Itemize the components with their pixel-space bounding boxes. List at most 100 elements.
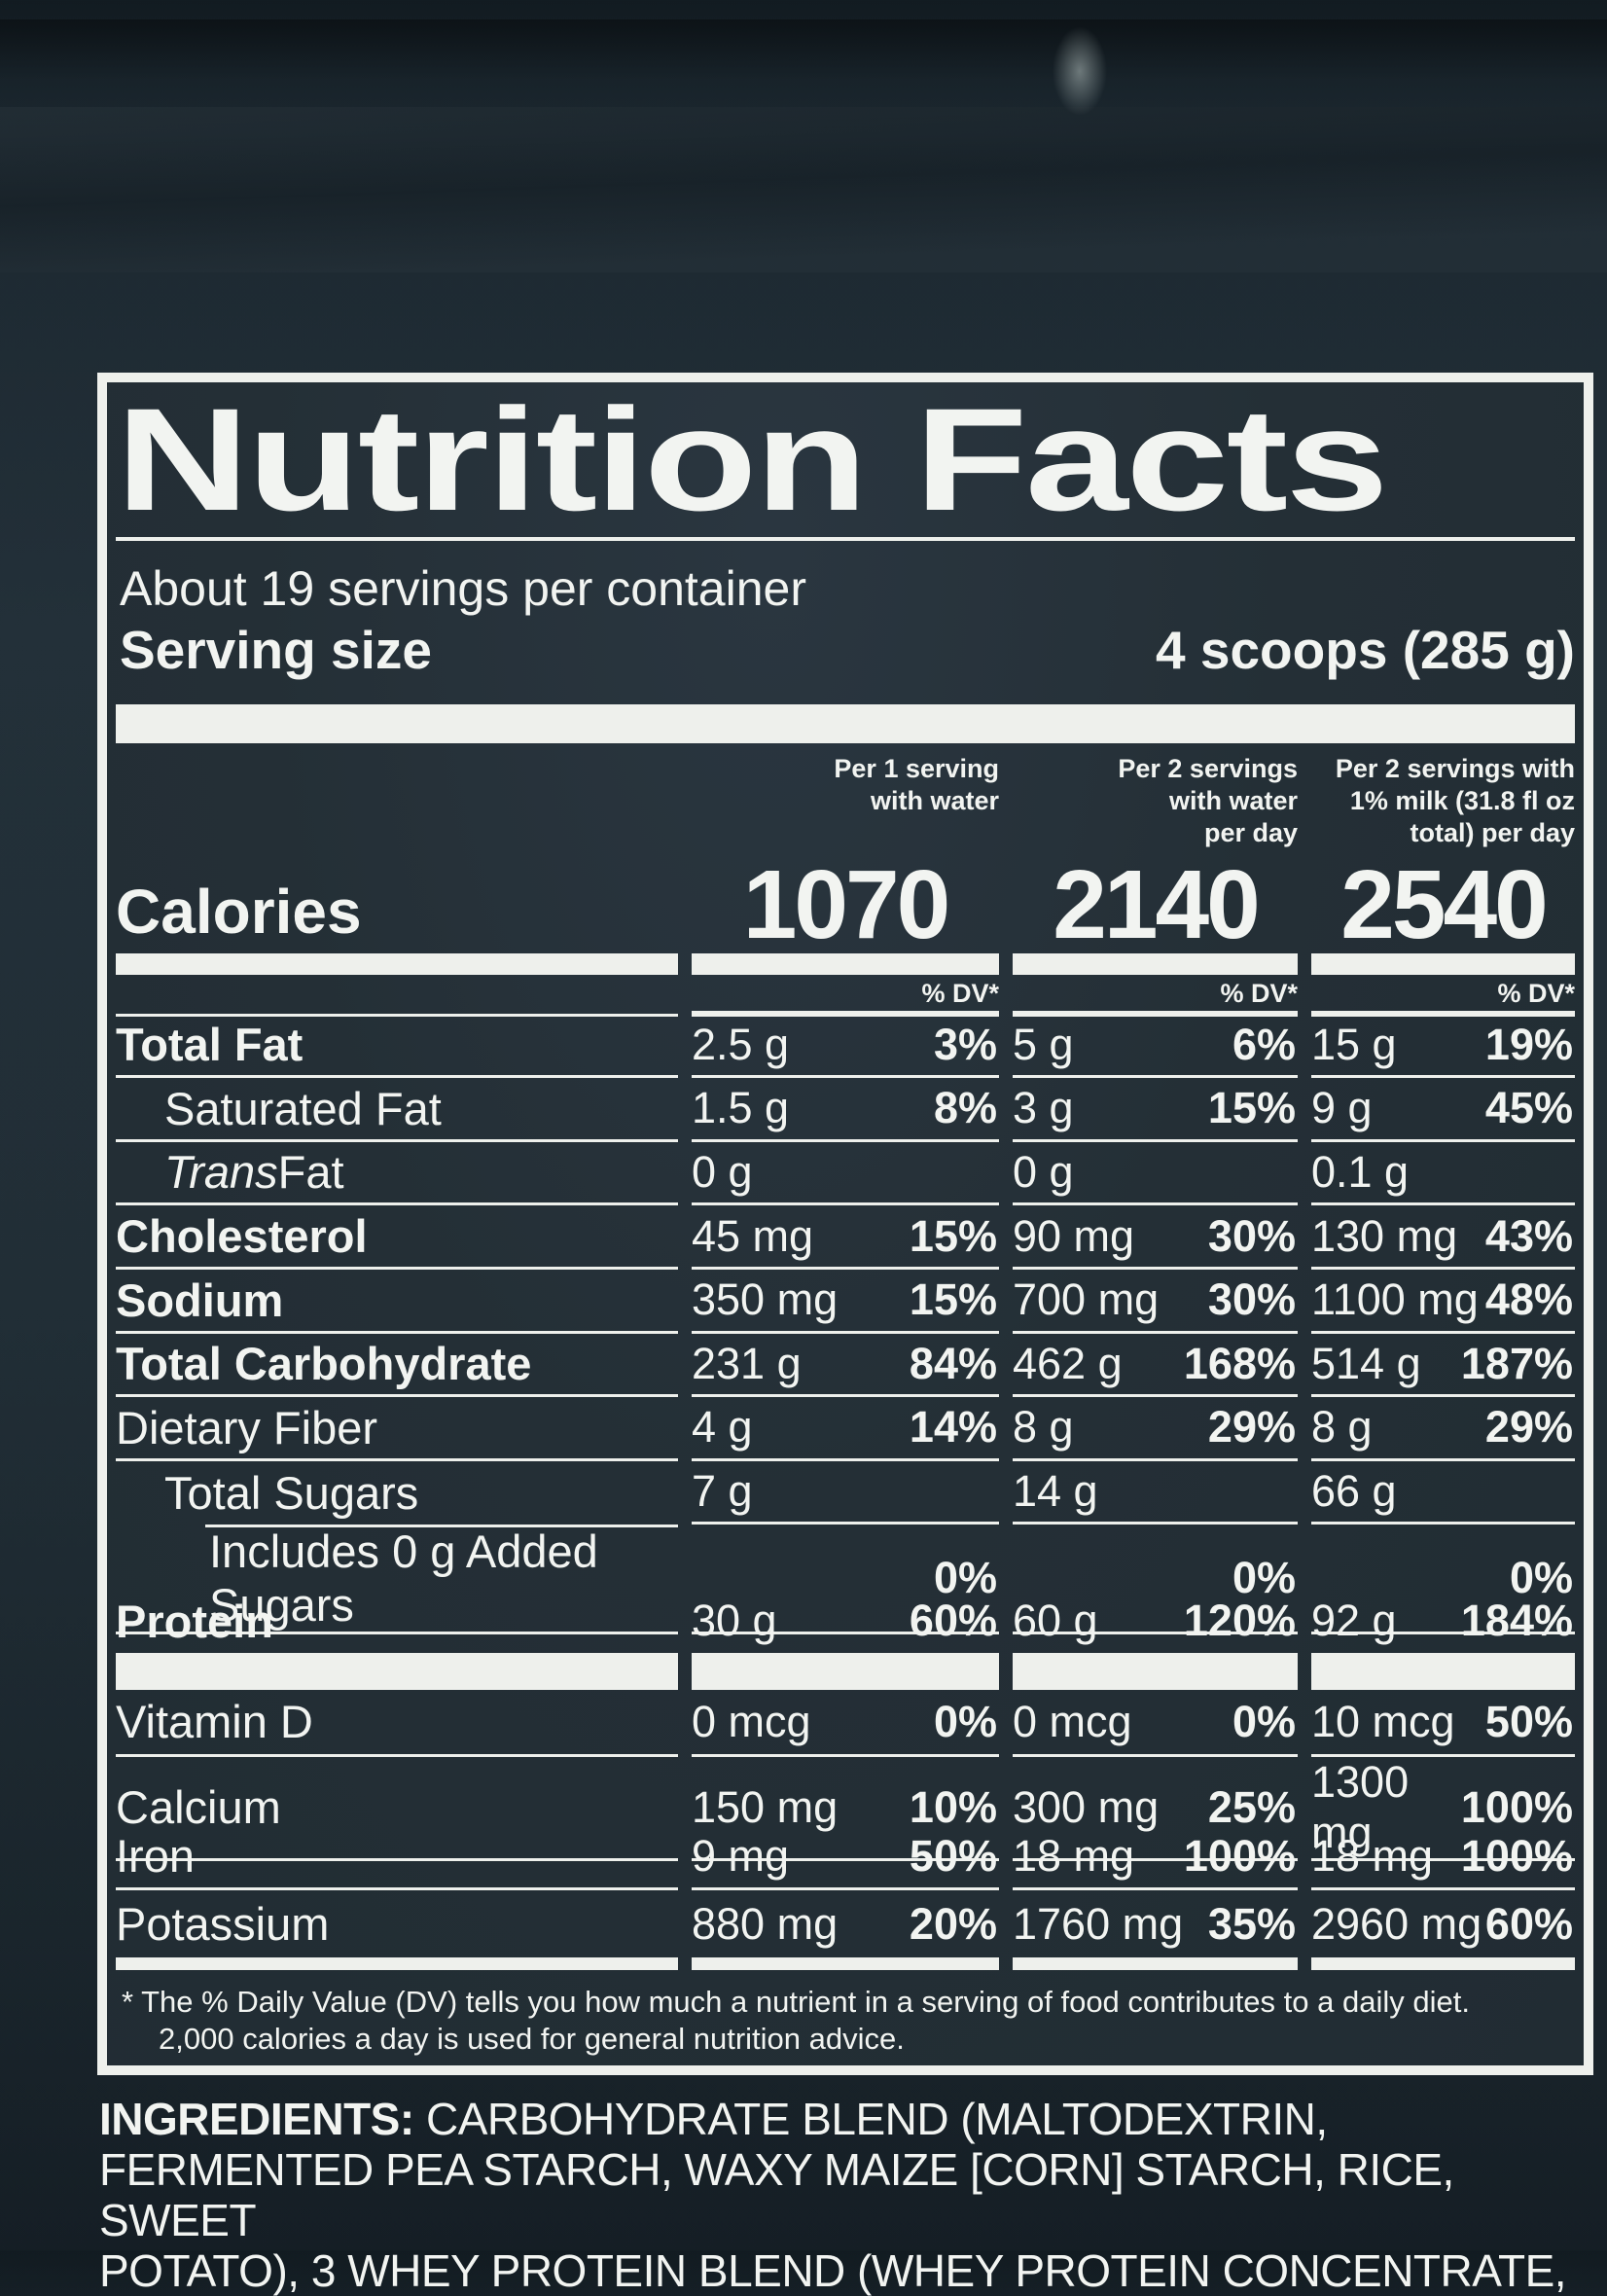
percent-dv: 29% [1484, 1402, 1573, 1453]
col2-values: 8 g 29% [1013, 1397, 1298, 1461]
col3-values: 1100 mg 48% [1311, 1270, 1575, 1334]
col1-values: 0% [692, 1525, 999, 1635]
percent-dv: 84% [909, 1338, 997, 1388]
title-rule [116, 537, 1575, 542]
percent-dv: 14% [909, 1402, 997, 1453]
column-header-3: Per 2 servings with 1% milk (31.8 fl oz … [1335, 753, 1575, 847]
nutrient-name: Iron [116, 1824, 678, 1891]
ingredients-line-2: FERMENTED PEA STARCH, WAXY MAIZE [CORN] … [99, 2144, 1454, 2245]
col3-values: 18 mg 100% [1311, 1824, 1575, 1891]
panel-title-wrap: Nutrition Facts [116, 386, 1575, 533]
percent-dv: 0% [1232, 1696, 1296, 1746]
ingredients-heading: INGREDIENTS: [99, 2094, 414, 2144]
percent-dv: 48% [1484, 1274, 1573, 1325]
rule-segment [1311, 1010, 1575, 1018]
col1-values: 9 mg 50% [692, 1824, 999, 1891]
col2-values: 60 g 120% [1013, 1589, 1298, 1653]
percent-dv: 15% [909, 1274, 997, 1325]
band-segment [1013, 1653, 1298, 1691]
nutrient-name: Cholesterol [116, 1205, 678, 1270]
col2-values: 0% [1013, 1525, 1298, 1635]
nutrient-row-iron: Iron 9 mg 50% 18 mg 100% 18 mg 100% [116, 1824, 1575, 1891]
amount: 231 g [692, 1338, 802, 1388]
percent-dv: 43% [1484, 1210, 1573, 1261]
footnote-line-2: 2,000 calories a day is used for general… [159, 2022, 905, 2057]
nutrient-row-total-fat: Total Fat 2.5 g 3% 5 g 6% 15 g 19% [116, 1014, 1575, 1078]
nutrient-name: Total Carbohydrate [116, 1334, 678, 1398]
col3-values: 8 g 29% [1311, 1397, 1575, 1461]
ingredients-section: INGREDIENTS: CARBOHYDRATE BLEND (MALTODE… [99, 2094, 1568, 2296]
percent-dv: 45% [1484, 1083, 1573, 1133]
percent-dv: 100% [1460, 1781, 1573, 1832]
percent-dv: 15% [1207, 1083, 1296, 1133]
rule-segment [692, 1010, 999, 1018]
band-segment [1311, 1653, 1575, 1691]
amount: 1.5 g [692, 1083, 790, 1133]
daily-value-header-row: % DV* % DV* % DV* [116, 975, 1575, 1015]
calories-value-3: 2540 [1340, 850, 1548, 960]
nutrient-name: Trans Fat [116, 1142, 678, 1206]
col3-values: 1300 mg 100% [1311, 1757, 1575, 1861]
percent-dv: 20% [909, 1898, 997, 1949]
col2-values: 0 mcg 0% [1013, 1690, 1298, 1757]
nutrient-row-vitamin-d: Vitamin D 0 mcg 0% 0 mcg 0% 10 mcg 50% [116, 1690, 1575, 1757]
nutrient-row-protein: Protein 30 g 60% 60 g 120% 92 g 184% [116, 1589, 1575, 1653]
col1-values: 150 mg 10% [692, 1757, 999, 1861]
percent-dv: 0% [933, 1696, 997, 1746]
calories-value-1: 1070 [742, 850, 950, 960]
panel-title: Nutrition Facts [116, 377, 1389, 541]
percent-dv: 60% [1484, 1898, 1573, 1949]
nutrient-name: Total Fat [116, 1014, 678, 1078]
col2-values: 0 g [1013, 1142, 1298, 1206]
amount: 92 g [1311, 1596, 1397, 1646]
amount: 15 g [1311, 1019, 1397, 1069]
separator-bar-thick [116, 704, 1575, 743]
amount: 60 g [1013, 1596, 1098, 1646]
percent-dv: 30% [1207, 1274, 1296, 1325]
amount: 130 mg [1311, 1210, 1458, 1261]
col2-values: 18 mg 100% [1013, 1824, 1298, 1891]
amount: 0 mcg [692, 1696, 811, 1746]
amount: 14 g [1013, 1466, 1098, 1517]
amount: 18 mg [1311, 1830, 1434, 1881]
nutrient-row-total-sugars: Total Sugars 7 g 14 g 66 g [116, 1461, 1575, 1525]
nutrient-row-total-carbohydrate: Total Carbohydrate 231 g 84% 462 g 168% 51… [116, 1334, 1575, 1398]
nutrient-name: Potassium [116, 1898, 330, 1951]
footnote-line-1: * The % Daily Value (DV) tells you how m… [122, 1985, 1470, 2020]
bar-segment [1013, 953, 1298, 976]
percent-dv: 10% [909, 1781, 997, 1832]
col1-values: 0 g [692, 1142, 999, 1206]
rule-segment [1013, 1010, 1298, 1018]
bar-segment [692, 1957, 999, 1971]
ingredients-line-1-text: CARBOHYDRATE BLEND (MALTODEXTRIN, [413, 2094, 1328, 2144]
amount: 66 g [1311, 1466, 1397, 1517]
amount: 7 g [692, 1466, 753, 1517]
nutrient-name-rest: Fat [277, 1146, 344, 1199]
percent-dv: 29% [1207, 1402, 1296, 1453]
percent-dv: 19% [1484, 1019, 1573, 1069]
nutrient-row-trans-fat: Trans Fat 0 g 0 g 0.1 g [116, 1142, 1575, 1206]
amount: 2960 mg [1311, 1898, 1482, 1949]
amount: 2.5 g [692, 1019, 790, 1069]
bar-segment [692, 953, 999, 976]
col3-values: 514 g 187% [1311, 1334, 1575, 1398]
daily-value-footnote: * The % Daily Value (DV) tells you how m… [116, 1970, 1575, 2060]
amount: 1100 mg [1311, 1274, 1479, 1325]
nutrient-row-added-sugars: Includes 0 g Added Sugars 0% 0% 0% [116, 1525, 1575, 1635]
percent-dv: 100% [1183, 1830, 1296, 1881]
nutrient-name: Protein [116, 1595, 273, 1647]
percent-dv: 184% [1460, 1596, 1573, 1646]
nutrient-row-cholesterol: Cholesterol 45 mg 15% 90 mg 30% 130 mg 43% [116, 1205, 1575, 1270]
amount: 3 g [1013, 1083, 1074, 1133]
bar-segment [1311, 953, 1575, 976]
nutrient-row-calcium: Calcium 150 mg 10% 300 mg 25% 1300 mg 100% [116, 1757, 1575, 1861]
serving-size-value: 4 scoops (285 g) [1156, 620, 1575, 681]
col1-values: 350 mg 15% [692, 1270, 999, 1334]
package-top-shadow [0, 19, 1607, 88]
amount: 0.1 g [1311, 1146, 1410, 1197]
package-glare [1041, 8, 1119, 134]
col3-values: 0.1 g [1311, 1142, 1575, 1206]
col3-values: 130 mg 43% [1311, 1205, 1575, 1270]
col1-values: 7 g [692, 1461, 999, 1525]
nutrition-facts-panel: Nutrition Facts About 19 servings per co… [97, 373, 1593, 2075]
